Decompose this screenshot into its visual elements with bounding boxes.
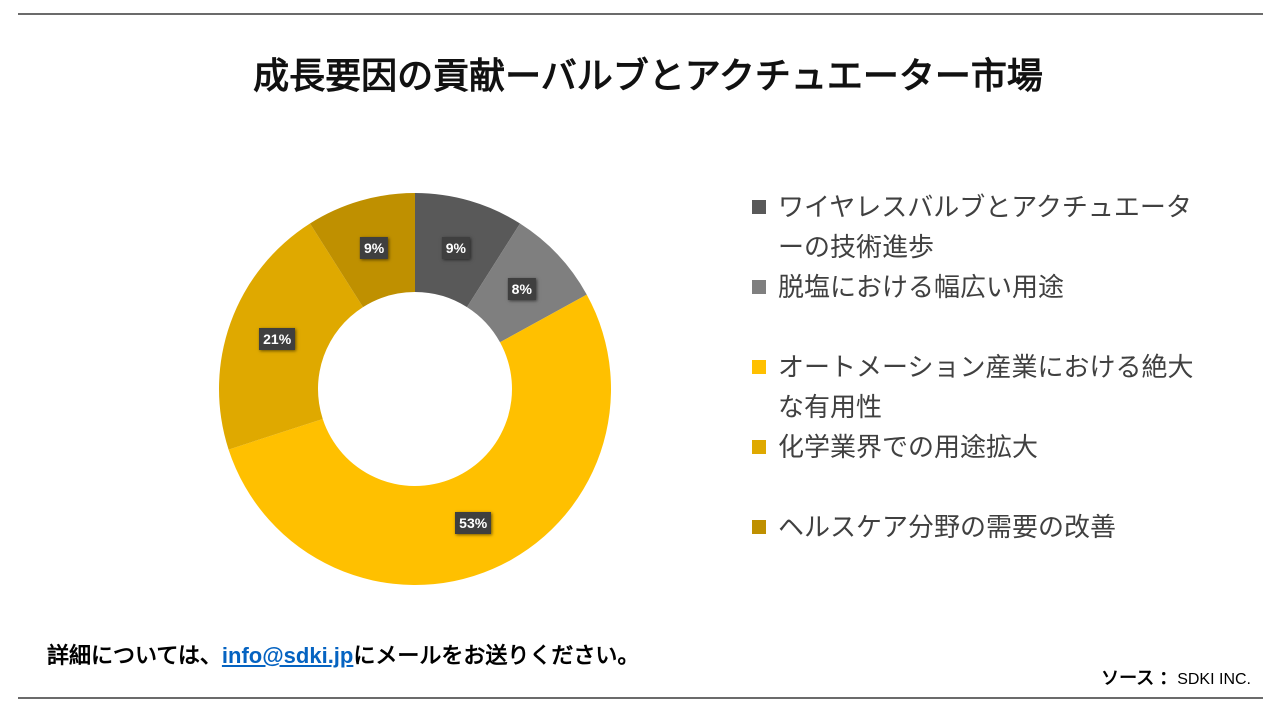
legend-swatch-5 [752,520,766,534]
data-label-4: 21% [259,328,296,351]
legend-item-4: 化学業界での用途拡大 [752,427,1222,507]
contact-note: 詳細については、info@sdki.jpにメールをお送りください。 [47,641,639,671]
legend-item-5: ヘルスケア分野の需要の改善 [752,507,1222,587]
legend-label-4: 化学業界での用途拡大 [778,432,1039,462]
source-label: ソース ： [1101,668,1178,688]
contact-note-suffix: にメールをお送りください。 [353,643,640,668]
data-label-3: 53% [455,512,492,535]
legend-swatch-3 [752,360,766,374]
chart-title: 成長要因の貢献ーバルブとアクチュエーター市場 [253,55,1043,96]
data-label-2: 8% [507,277,536,300]
donut-chart-area: 9% 8% 53% 21% 9% [200,174,630,604]
legend-item-2: 脱塩における幅広い用途 [752,267,1222,347]
data-label-5: 9% [360,237,389,260]
legend-label-1: ワイヤレスバルブとアクチュエーターの技術進歩 [778,192,1192,262]
legend-item-1: ワイヤレスバルブとアクチュエーターの技術進歩 [752,187,1222,267]
legend-label-5: ヘルスケア分野の需要の改善 [778,512,1117,542]
legend-item-3: オートメーション産業における絶大な有用性 [752,347,1222,427]
bottom-divider [18,697,1263,699]
legend-label-2: 脱塩における幅広い用途 [778,272,1065,302]
source-value: SDKI INC. [1177,671,1251,688]
legend-swatch-1 [752,200,766,214]
legend-label-3: オートメーション産業における絶大な有用性 [778,352,1194,422]
data-labels: 9% 8% 53% 21% 9% [200,174,630,604]
top-divider [18,13,1263,15]
contact-note-prefix: 詳細については、 [47,643,222,668]
email-link[interactable]: info@sdki.jp [221,643,354,668]
donut-slice-3 [228,294,611,586]
source-credit: ソース ：SDKI INC. [1101,666,1251,692]
legend-swatch-4 [752,440,766,454]
chart-legend: ワイヤレスバルブとアクチュエーターの技術進歩 脱塩における幅広い用途 オートメー… [752,187,1222,587]
data-label-1: 9% [441,237,470,260]
legend-swatch-2 [752,280,766,294]
